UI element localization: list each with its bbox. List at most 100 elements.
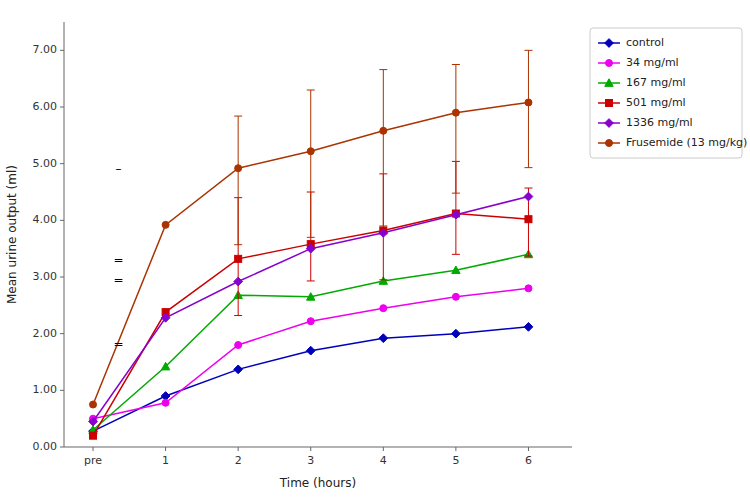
legend-label: Frusemide (13 mg/kg) [626, 136, 747, 149]
y-tick-label: 5.00 [33, 157, 58, 170]
y-tick [60, 277, 64, 278]
series [89, 322, 533, 435]
x-tick-label: 2 [235, 454, 242, 467]
y-tick-label: 6.00 [33, 100, 58, 113]
x-tick-label: 6 [525, 454, 532, 467]
legend-item: control [598, 36, 664, 49]
legend-marker [605, 119, 614, 128]
y-tick-label: 7.00 [33, 43, 58, 56]
legend-item: 34 mg/ml [598, 56, 679, 69]
x-tick [165, 447, 166, 451]
y-tick [60, 107, 64, 108]
error-bar [452, 65, 460, 194]
error-bar [234, 116, 242, 245]
series-line [93, 254, 528, 430]
annotation: – [115, 162, 121, 176]
point [161, 313, 170, 322]
x-tick [383, 447, 384, 451]
point [235, 342, 242, 349]
annotation: = [113, 253, 123, 267]
point [234, 365, 243, 374]
y-tick [60, 163, 64, 164]
annotation: = [113, 273, 123, 287]
x-tick-label: pre [84, 454, 102, 467]
legend-item: 1336 mg/ml [598, 116, 693, 129]
point [161, 362, 169, 370]
x-axis-label: Time (hours) [279, 476, 356, 490]
chart: 0.00 1.00 2.00 3.00 4.00 5.00 6.00 7.00 pre 1 2 3 4 5… [0, 0, 750, 499]
y-tick-label: 1.00 [33, 383, 58, 396]
point [452, 293, 459, 300]
legend-item: 167 mg/ml [598, 76, 686, 89]
x-tick-label: 5 [452, 454, 459, 467]
x-tick-label: 3 [307, 454, 314, 467]
point [235, 165, 242, 172]
point [525, 99, 532, 106]
y-tick-label: 2.00 [33, 327, 58, 340]
series-line [93, 102, 528, 404]
point [452, 210, 461, 219]
point [452, 109, 459, 116]
point [234, 277, 243, 286]
y-axis-label: Mean urine output (ml) [5, 165, 19, 304]
error-bar [379, 70, 387, 226]
series-line [93, 327, 528, 431]
error-bar [307, 90, 315, 237]
legend-marker [606, 140, 613, 147]
point [235, 255, 242, 262]
annotation: = [113, 337, 123, 351]
point [306, 346, 315, 355]
legend-label: 501 mg/ml [626, 96, 686, 109]
point [307, 293, 315, 301]
x-tick-label: 1 [162, 454, 169, 467]
y-tick [60, 447, 64, 448]
x-tick [238, 447, 239, 451]
x-tick-label: 4 [380, 454, 387, 467]
error-bar [524, 50, 532, 167]
point [90, 401, 97, 408]
point [162, 221, 169, 228]
point [380, 127, 387, 134]
legend-marker [605, 39, 614, 48]
legend-marker [605, 79, 613, 87]
y-tick [60, 50, 64, 51]
x-tick [528, 447, 529, 451]
y-tick [60, 220, 64, 221]
legend: control 34 mg/ml 167 mg/ml 501 mg/ml 1336 mg… [590, 28, 747, 158]
annotations: – = = = [113, 162, 123, 351]
point [525, 216, 532, 223]
point [90, 432, 97, 439]
x-tick [455, 447, 456, 451]
legend-label: 34 mg/ml [626, 56, 679, 69]
point [524, 192, 533, 201]
legend-label: 1336 mg/ml [626, 116, 693, 129]
series-line [93, 214, 528, 436]
point [162, 399, 169, 406]
point [452, 329, 461, 338]
legend-label: control [626, 36, 664, 49]
point [380, 305, 387, 312]
legend-label: 167 mg/ml [626, 76, 686, 89]
axes: 0.00 1.00 2.00 3.00 4.00 5.00 6.00 7.00 pre 1 2 3 4 5… [33, 22, 573, 467]
x-tick [93, 447, 94, 451]
plot-area [89, 50, 533, 439]
y-tick-label: 4.00 [33, 213, 58, 226]
point [379, 228, 388, 237]
series [90, 285, 532, 422]
point [524, 322, 533, 331]
point [306, 244, 315, 253]
y-tick-label: 0.00 [33, 440, 58, 453]
point [379, 334, 388, 343]
x-tick [310, 447, 311, 451]
y-axis-line [64, 22, 65, 447]
y-tick-label: 3.00 [33, 270, 58, 283]
y-tick [60, 390, 64, 391]
legend-marker [606, 100, 613, 107]
series [90, 50, 533, 408]
point [452, 266, 460, 274]
point [89, 417, 98, 426]
point [525, 285, 532, 292]
y-tick [60, 333, 64, 334]
point [307, 148, 314, 155]
series-line [93, 288, 528, 418]
